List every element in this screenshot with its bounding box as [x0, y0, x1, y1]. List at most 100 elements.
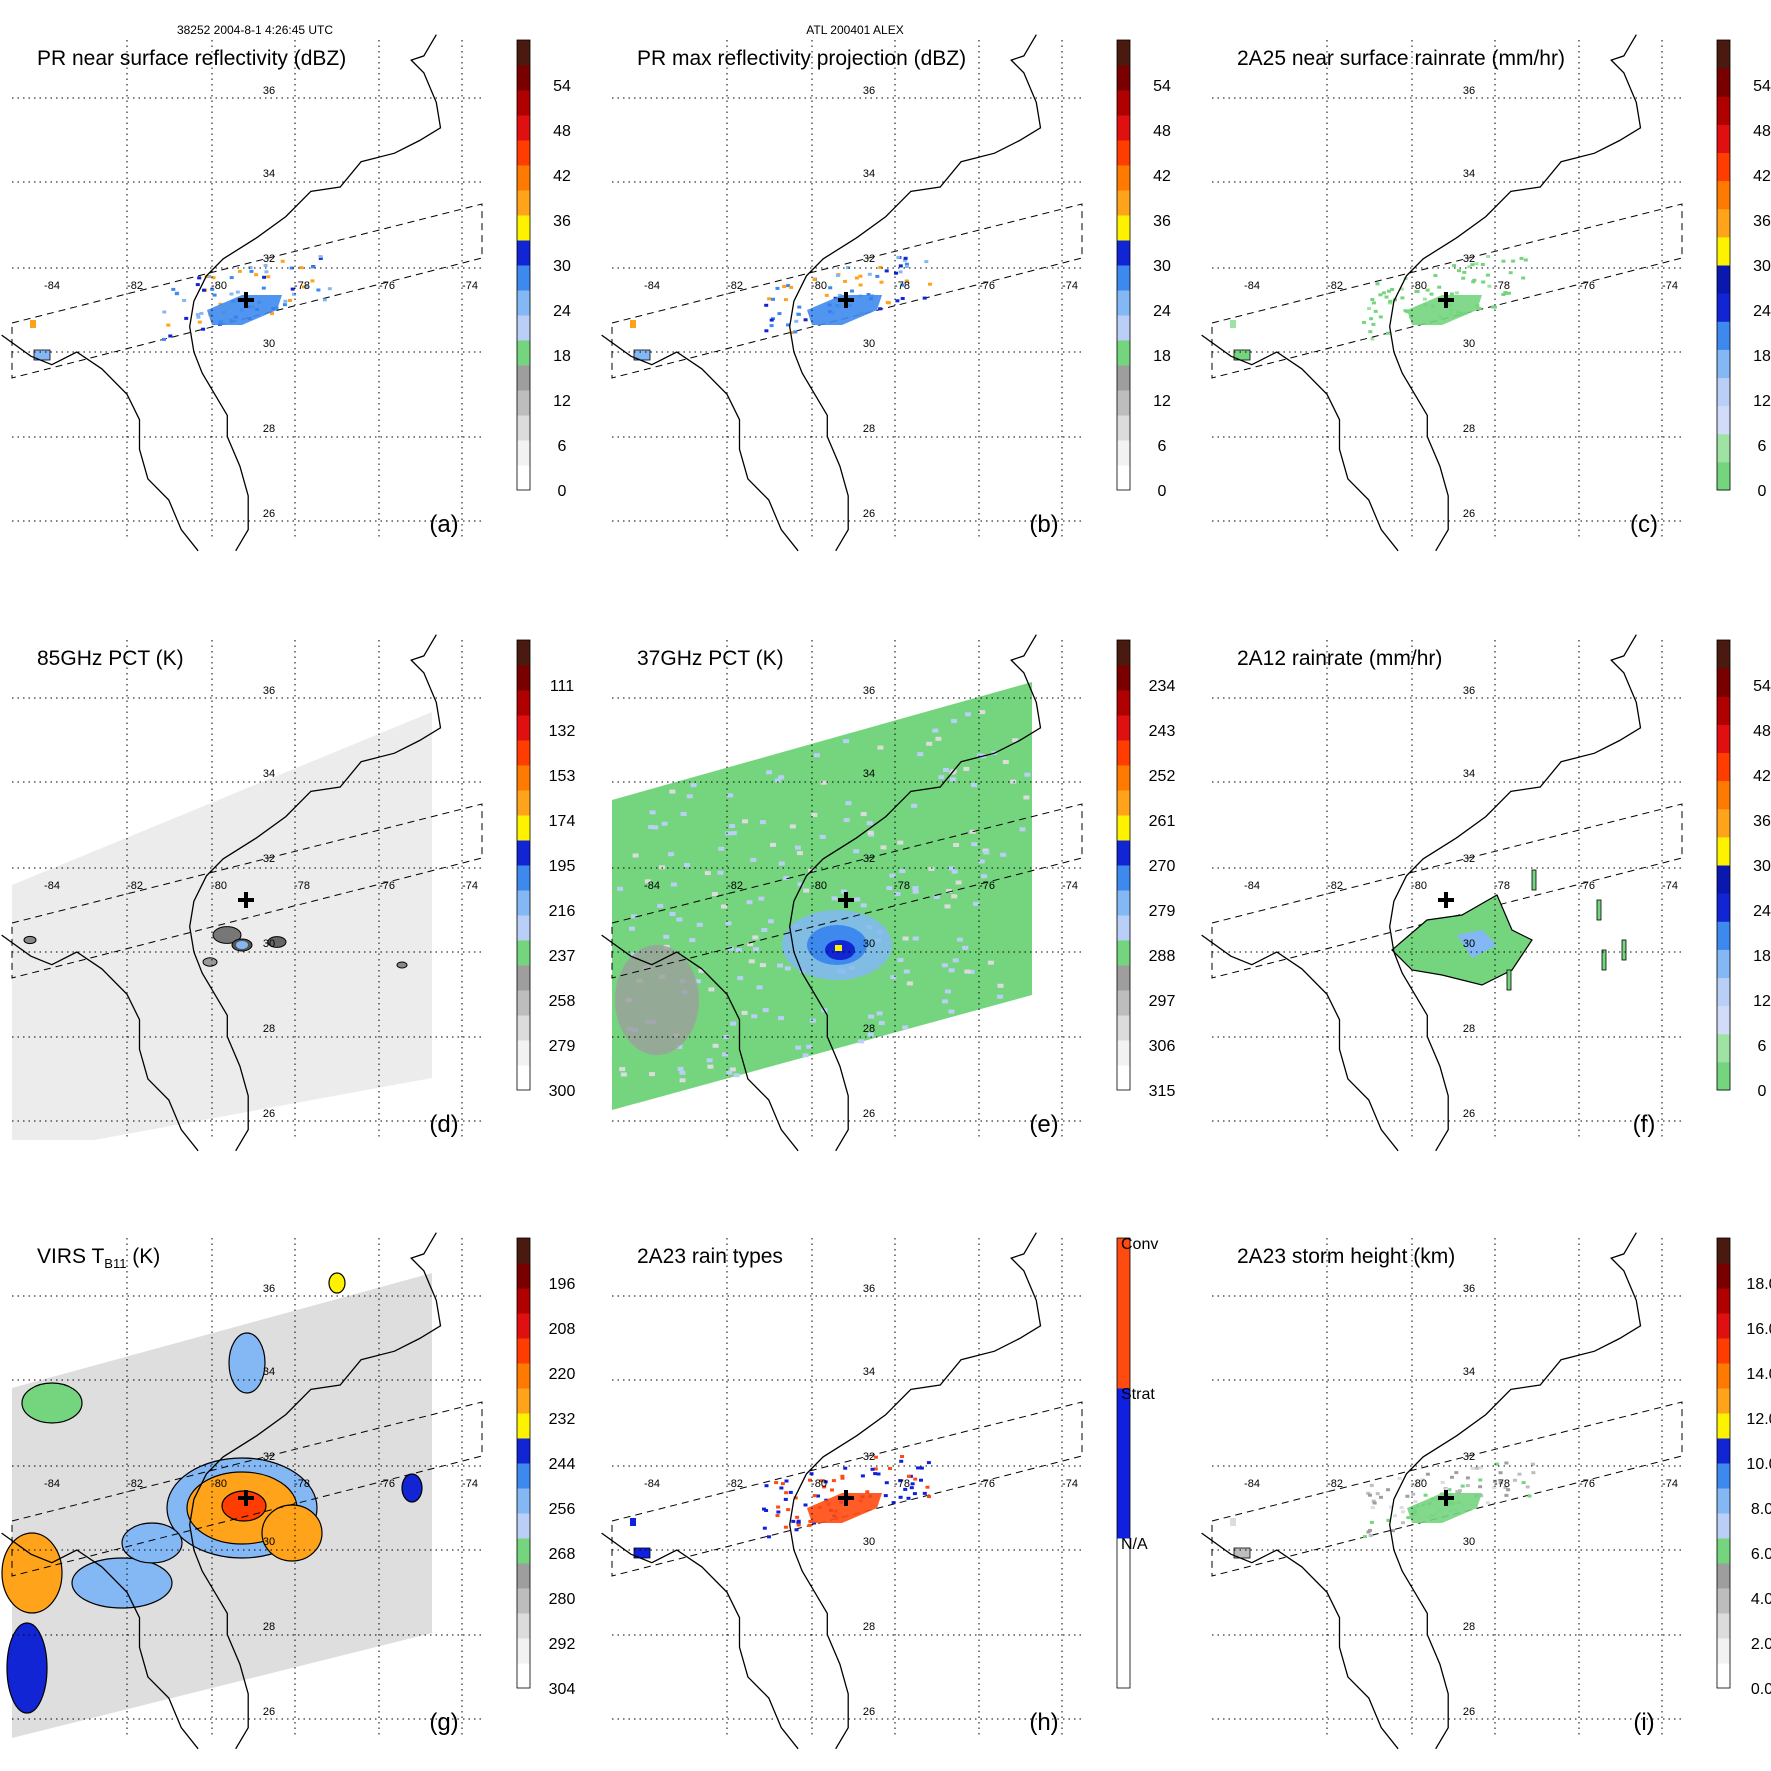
rain-pixel	[202, 288, 206, 292]
longitude-label: -76	[1579, 1478, 1595, 1490]
colorbar-tick-label: 6	[1158, 438, 1167, 455]
rain-pixel	[1391, 1529, 1395, 1533]
rain-pixel	[1390, 288, 1395, 291]
rain-pixel	[290, 287, 295, 291]
rain-pixel	[796, 1523, 801, 1527]
cold-cell	[202, 957, 218, 967]
pct-pixel	[694, 979, 701, 984]
rain-pixel	[1452, 264, 1457, 268]
colorbar-swatch	[1117, 815, 1130, 841]
rain-pixel	[895, 299, 900, 303]
colorbar-swatch	[517, 190, 530, 216]
latitude-label: 34	[863, 768, 875, 780]
pct-pixel	[762, 1008, 769, 1013]
colorbar: 304 292 280 268 256 244 232 220 208 196	[516, 1237, 576, 1698]
colorbar-tick-label: 111	[550, 678, 574, 695]
coastline	[789, 634, 1042, 1152]
rain-pixel	[793, 1496, 798, 1500]
colorbar-swatch	[517, 640, 530, 666]
longitude-label: -82	[1327, 1478, 1343, 1490]
colorbar-tick-label: 256	[549, 1501, 576, 1518]
colorbar-swatch	[1117, 940, 1130, 966]
panel-letter: (e)	[1029, 1111, 1058, 1138]
latitude-label: 34	[863, 1366, 875, 1378]
rain-cell	[1230, 1518, 1236, 1526]
pct-pixel	[750, 857, 757, 862]
rain-pixel	[762, 1507, 766, 1511]
colorbar-tick-label: 14.0	[1746, 1366, 1771, 1383]
map-area: -84 -82 -80 -78 -76 -74 36 34 32 30 28 26	[1, 634, 483, 1152]
colorbar-tick-label: 195	[549, 858, 576, 875]
rain-pixel	[830, 1488, 834, 1492]
rain-cell	[1621, 939, 1627, 961]
rain-pixel	[873, 1472, 878, 1476]
colorbar-tick-label: 54	[1753, 678, 1771, 695]
rain-pixel	[824, 293, 829, 297]
colorbar-swatch	[1717, 1288, 1730, 1314]
pct-pixel	[723, 1035, 730, 1039]
colorbar-tick-label: 18	[553, 348, 571, 365]
latitude-label: 26	[863, 1108, 875, 1120]
rain-pixel	[875, 274, 880, 278]
colorbar-tick-label: 280	[549, 1591, 576, 1608]
rain-pixel	[791, 1519, 796, 1523]
rain-pixel	[779, 1486, 784, 1490]
colorbar-swatch	[1717, 433, 1730, 463]
colorbar-swatch	[1717, 1263, 1730, 1289]
pct-pixel	[997, 983, 1004, 988]
map-area: -84 -82 -80 -78 -76 -74 36 34 32 30 28 26	[1, 1232, 483, 1750]
rain-pixel	[898, 270, 903, 274]
pct-pixel	[843, 739, 850, 744]
pct-pixel	[737, 976, 744, 981]
longitude-label: -80	[211, 880, 227, 892]
rain-pixel	[1440, 1480, 1445, 1484]
rain-pixel	[1477, 307, 1482, 311]
rain-pixel	[924, 260, 929, 264]
pct-pixel	[950, 777, 957, 782]
map-area: -84 -82 -80 -78 -76 -74 36 34 32 30 28 26	[601, 634, 1083, 1152]
rain-pixel	[1517, 1472, 1522, 1476]
colorbar-swatch	[517, 790, 530, 816]
pct-pixel	[767, 919, 774, 924]
rain-pixel	[310, 279, 315, 283]
pct-pixel	[721, 904, 727, 909]
rain-pixel	[1387, 289, 1391, 293]
rain-pixel	[1399, 287, 1404, 291]
coastline	[1389, 634, 1642, 1152]
latitude-label: 28	[863, 1023, 875, 1035]
colorbar-swatch	[1717, 1238, 1730, 1264]
pct-pixel	[806, 1044, 813, 1049]
pct-pixel	[657, 903, 664, 908]
map-area: -84 -82 -80 -78 -76 -74 36 34 32 30 28 26	[1201, 634, 1683, 1152]
rain-pixel	[831, 1479, 836, 1483]
rain-pixel	[909, 1486, 914, 1490]
pct-pixel	[831, 896, 838, 901]
rain-pixel	[1368, 1534, 1373, 1537]
pct-pixel	[876, 1011, 883, 1016]
pct-pixel	[670, 882, 677, 887]
rain-pixel	[1449, 292, 1454, 296]
latitude-label: 32	[1463, 1451, 1475, 1463]
rain-pixel	[907, 1474, 911, 1478]
panel-letter: (d)	[429, 1111, 458, 1138]
latitude-label: 28	[1463, 1023, 1475, 1035]
panel-h: -84 -82 -80 -78 -76 -74 36 34 32 30 28 26 2A23 rain …	[601, 1232, 1158, 1750]
rain-pixel	[1504, 1461, 1509, 1465]
colorbar-swatch	[1117, 1040, 1130, 1066]
rain-pixel	[1470, 263, 1475, 267]
colorbar-swatch	[1117, 690, 1130, 716]
rain-pixel	[777, 312, 782, 316]
longitude-label: -84	[1244, 1478, 1260, 1490]
rain-cell	[1506, 969, 1512, 991]
rain-pixel	[1472, 278, 1477, 282]
storm-info: ATL 200401 ALEX	[806, 23, 903, 37]
pct-pixel	[617, 886, 624, 891]
pct-pixel	[778, 775, 785, 780]
longitude-label: -80	[1411, 880, 1427, 892]
latitude-label: 32	[1463, 853, 1475, 865]
colorbar-tick-label: 306	[1149, 1038, 1176, 1055]
rain-pixel	[318, 255, 323, 259]
colorbar-tick-label: 2.0	[1751, 1636, 1771, 1653]
pct-pixel	[748, 959, 755, 964]
